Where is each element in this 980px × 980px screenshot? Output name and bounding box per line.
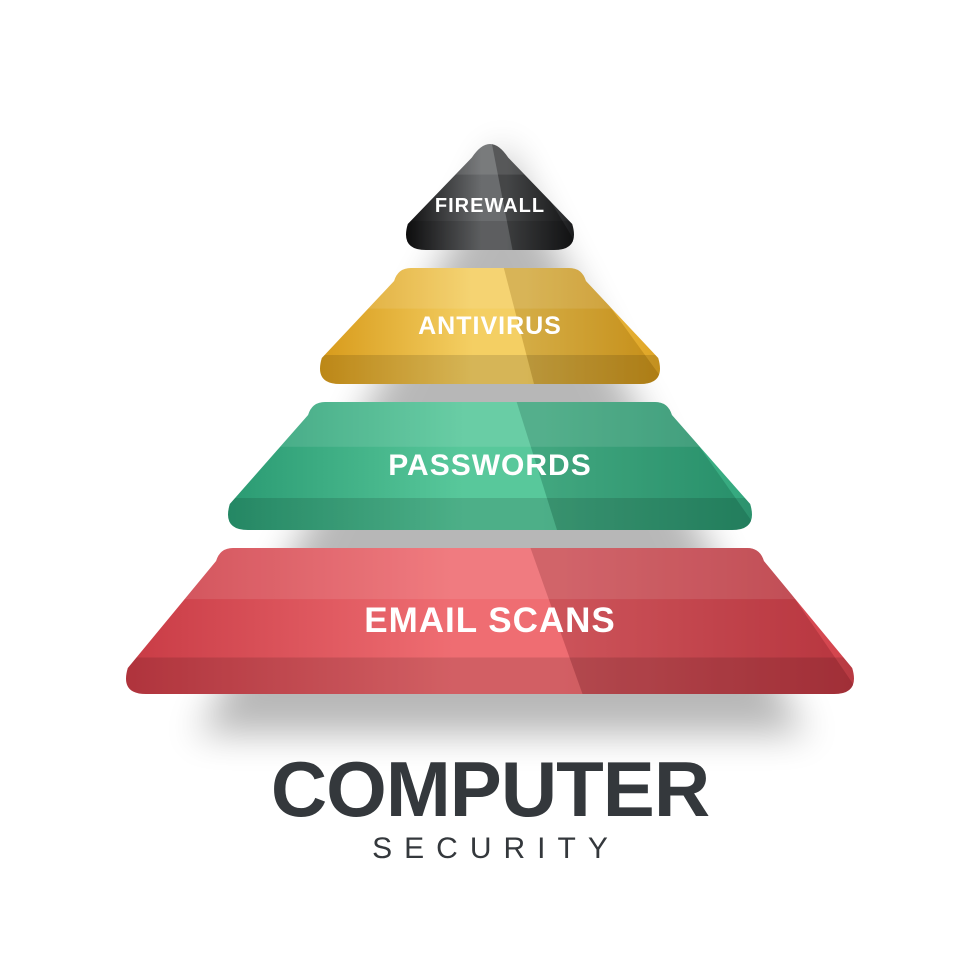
pyramid-layer-firewall: FIREWALL [396,134,584,250]
layer-label-firewall: FIREWALL [435,195,545,218]
layer-label-passwords: PASSWORDS [388,449,591,483]
pyramid-layer-emailscans: EMAIL SCANS [116,548,864,694]
layer-label-emailscans: EMAIL SCANS [364,601,616,641]
pyramid-layer-passwords: PASSWORDS [218,402,762,530]
layer-shape-firewall [396,134,584,250]
layer-label-antivirus: ANTIVIRUS [418,312,562,341]
title-sub: SECURITY [271,834,709,864]
pyramid-layer-antivirus: ANTIVIRUS [310,268,670,384]
title-main: COMPUTER [271,750,709,828]
infographic-stage: FIREWALL ANTIVI [0,0,980,980]
title-block: COMPUTER SECURITY [271,750,709,864]
